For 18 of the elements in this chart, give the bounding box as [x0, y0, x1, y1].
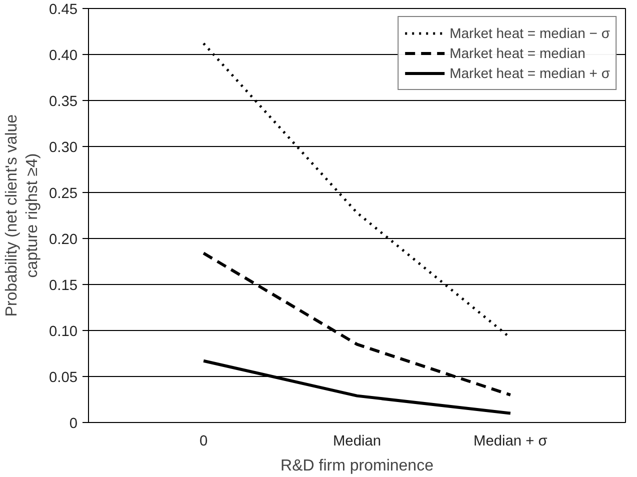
y-tick-label: 0.05	[48, 370, 78, 386]
legend-label: Market heat = median + σ	[450, 65, 610, 81]
x-tick-label: Median	[332, 434, 382, 450]
y-tick-label: 0.25	[48, 186, 78, 202]
y-tick-label: 0.30	[48, 140, 78, 156]
x-axis-title: R&D firm prominence	[280, 458, 434, 474]
legend-label: Market heat = median	[450, 45, 586, 61]
y-tick-label: 0.35	[48, 94, 78, 110]
y-tick-label: 0	[69, 416, 78, 432]
y-tick-label: 0.10	[48, 324, 78, 340]
y-tick-label: 0.15	[48, 278, 78, 294]
y-tick-label: 0.45	[48, 2, 78, 18]
y-axis-title: Probability (net client's value capture righst ≥4)	[4, 114, 41, 317]
x-tick-label: Median + σ	[474, 434, 548, 450]
x-tick-label: 0	[199, 434, 208, 450]
legend-label: Market heat = median − σ	[450, 25, 610, 41]
y-tick-label: 0.40	[48, 48, 78, 64]
y-tick-label: 0.20	[48, 232, 78, 248]
